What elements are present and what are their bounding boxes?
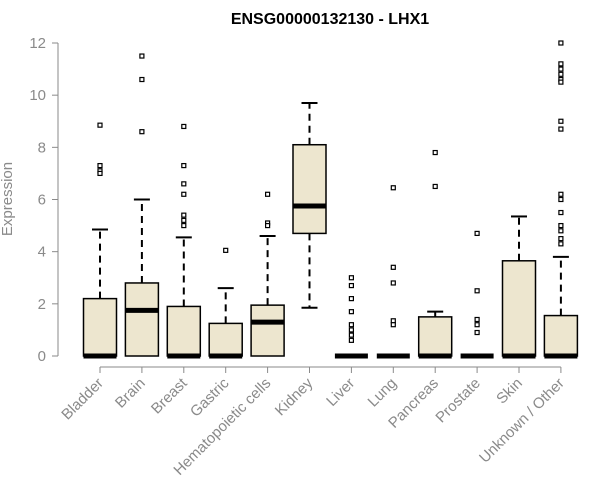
y-tick-label: 12 [29, 35, 46, 52]
y-tick-label: 8 [38, 139, 46, 156]
outlier-point [348, 332, 354, 338]
outlier-point [223, 247, 229, 253]
outlier-point [558, 126, 564, 132]
outlier-point [265, 191, 271, 197]
y-tick-label: 10 [29, 87, 46, 104]
outlier-point [558, 71, 564, 77]
x-tick-label: Bladder [58, 375, 107, 424]
box-7 [334, 275, 368, 359]
outlier-point [181, 212, 187, 218]
box-rect [250, 304, 285, 357]
outlier-point [558, 118, 564, 124]
x-tick-label: Kidney [272, 374, 317, 419]
box-1 [82, 122, 118, 359]
outlier-point [139, 53, 145, 59]
y-axis: 0 2 4 6 8 10 12 [29, 35, 59, 365]
outlier-point [390, 280, 396, 286]
x-tick-label: Brain [112, 375, 149, 412]
box-series [82, 40, 579, 359]
outlier-point [558, 79, 564, 85]
outlier-point [474, 322, 480, 328]
outlier-point [474, 230, 480, 237]
outlier-point [181, 181, 187, 187]
outlier-point [348, 327, 354, 333]
box-9 [417, 149, 453, 359]
outlier-point [348, 296, 354, 302]
outlier-point [181, 222, 187, 229]
box-rect [208, 322, 243, 357]
outlier-point [139, 129, 145, 135]
outlier-point [474, 329, 480, 336]
x-tick-label: Liver [323, 375, 358, 410]
box-12 [543, 40, 579, 359]
y-tick-label: 0 [38, 348, 46, 365]
box-rect [124, 282, 160, 357]
outlier-point [348, 309, 354, 315]
outlier-point [558, 66, 564, 72]
y-tick-label: 2 [38, 296, 46, 313]
outlier-point [558, 191, 564, 197]
outlier-point [181, 191, 187, 197]
outlier-point [348, 275, 354, 281]
outlier-point [558, 196, 564, 203]
box-4 [208, 247, 243, 359]
outlier-point [139, 76, 145, 83]
box-11 [501, 215, 537, 359]
box-rect [543, 314, 579, 357]
box-rect [292, 143, 327, 235]
x-tick-label: Skin [493, 375, 526, 408]
outlier-point [348, 322, 354, 328]
outlier-point [348, 337, 354, 343]
outlier-point [474, 316, 480, 323]
outlier-point [432, 149, 438, 156]
outlier-point [390, 264, 396, 270]
outlier-point [558, 209, 564, 216]
box-rect [417, 316, 453, 357]
outlier-point [432, 183, 438, 190]
outlier-point [265, 222, 271, 229]
box-10 [460, 230, 494, 359]
box-rect [166, 305, 202, 357]
y-tick-label: 6 [38, 192, 46, 209]
y-axis-label: Expression [0, 162, 16, 236]
outlier-point [181, 217, 187, 223]
outlier-point [181, 123, 187, 130]
box-5 [250, 191, 285, 357]
y-tick-label: 4 [38, 244, 46, 261]
x-tick-label: Lung [365, 375, 401, 411]
outlier-point [558, 236, 564, 242]
box-rect [82, 297, 118, 357]
chart-title: ENSG00000132130 - LHX1 [231, 11, 429, 28]
outlier-point [474, 288, 480, 294]
box-8 [376, 185, 410, 359]
x-tick-label: Breast [148, 374, 191, 417]
outlier-point [181, 162, 187, 169]
outlier-point [97, 122, 103, 128]
outlier-point [97, 170, 103, 177]
outlier-point [390, 185, 396, 191]
outlier-point [558, 222, 564, 229]
box-rect [501, 260, 537, 357]
box-2 [124, 53, 160, 357]
outlier-point [97, 162, 103, 169]
x-tick-label: Prostate [432, 375, 484, 427]
outlier-point [390, 322, 396, 328]
outlier-point [558, 61, 564, 67]
outlier-point [348, 282, 354, 289]
outlier-point [558, 40, 564, 46]
box-6 [292, 101, 327, 309]
outlier-point [558, 241, 564, 247]
outlier-point [558, 228, 564, 234]
box-3 [166, 123, 202, 359]
